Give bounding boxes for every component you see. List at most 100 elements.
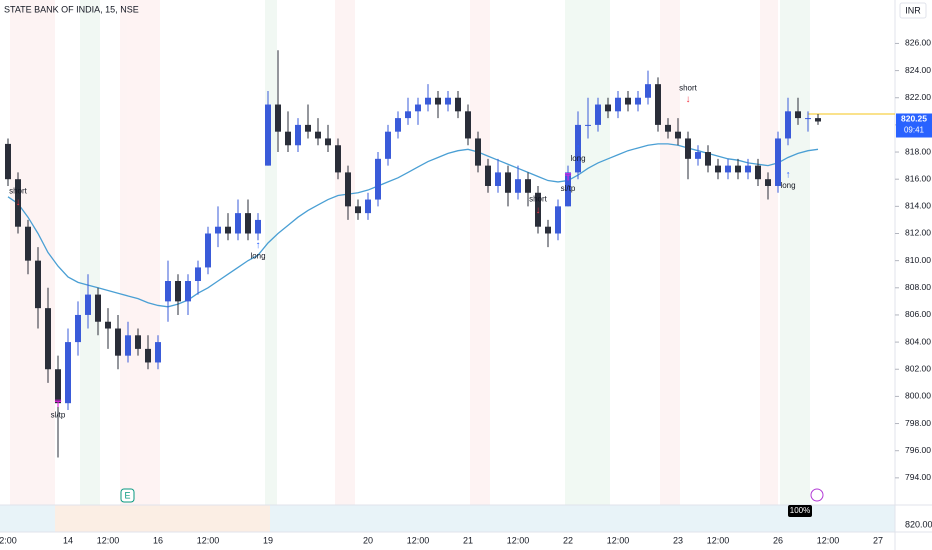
y-tick-label: 816.00 (905, 173, 931, 183)
y-tick-label: 806.00 (905, 309, 931, 319)
candle-body (195, 267, 201, 282)
candle-body (675, 131, 681, 139)
candle-body (385, 131, 391, 159)
event-icon[interactable] (810, 488, 824, 502)
lower-pane-label: 820.00 (905, 519, 932, 529)
candle-body (125, 335, 131, 356)
candle-body (215, 226, 221, 234)
candle-body (435, 97, 441, 105)
candle-body (235, 213, 241, 234)
chart-title: STATE BANK OF INDIA, 15, NSE (4, 4, 139, 14)
candle-body (205, 233, 211, 268)
candle-body (315, 131, 321, 139)
candle-body (445, 97, 451, 105)
moving-average (7, 143, 819, 308)
signal-label: short (679, 83, 698, 92)
candle-body (95, 294, 101, 322)
badge: 100% (790, 506, 810, 515)
candle-body (475, 138, 481, 166)
y-tick-label: 812.00 (905, 228, 931, 238)
x-tick-label: 23 (673, 535, 683, 545)
candle-body (585, 124, 591, 126)
candle-body (635, 97, 641, 105)
candle-body (525, 179, 531, 193)
candle-body (265, 104, 271, 166)
x-tick-label: 12:00 (407, 535, 430, 545)
signal-arrow: ₸ (55, 399, 62, 410)
candle-body (85, 294, 91, 315)
currency: INR (905, 5, 921, 15)
candle-body (35, 260, 41, 309)
candle-body (275, 104, 281, 132)
candle-body (655, 84, 661, 125)
candle-body (145, 348, 151, 363)
candle-body (345, 172, 351, 207)
x-tick-label: 26 (773, 535, 783, 545)
candle-body (455, 97, 461, 112)
candle-body (545, 226, 551, 234)
candle-body (705, 152, 711, 166)
candle-body (615, 97, 621, 112)
candle-body (415, 104, 421, 112)
candle-body (715, 165, 721, 173)
y-tick-label: 814.00 (905, 201, 931, 211)
candle-body (45, 308, 51, 370)
candle-body (535, 192, 541, 227)
candle-body (405, 111, 411, 119)
currency-box[interactable] (899, 2, 927, 19)
candle-body (305, 124, 311, 132)
candle-body (465, 111, 471, 139)
x-tick-label: 20 (363, 535, 373, 545)
y-tick-label: 796.00 (905, 445, 931, 455)
x-tick-label: 14 (63, 535, 73, 545)
signal-label: sl/tp (51, 411, 66, 420)
y-tick-label: 802.00 (905, 363, 931, 373)
candle-body (765, 179, 771, 186)
candle-body (775, 138, 781, 186)
signal-arrow: ↑ (576, 142, 581, 153)
candle-body (105, 321, 111, 329)
y-tick-label: 808.00 (905, 282, 931, 292)
candle-body (625, 97, 631, 105)
signal-arrow: ↓ (686, 94, 691, 105)
x-tick-label: 27 (873, 535, 883, 545)
y-tick-label: 818.00 (905, 146, 931, 156)
candle-body (395, 118, 401, 132)
candle-body (755, 165, 761, 180)
candle-body (785, 111, 791, 139)
candle-body (225, 226, 231, 234)
candle-body (795, 111, 801, 119)
candle-body (365, 199, 371, 214)
signal-label: short (529, 195, 548, 204)
y-tick-label: 826.00 (905, 38, 931, 48)
x-tick-label: 12:00 (507, 535, 530, 545)
signal-label: long (250, 252, 265, 261)
candle-body (175, 281, 181, 302)
last-price: 820.25 (901, 114, 927, 124)
signal-label: long (570, 154, 585, 163)
candle-body (495, 172, 501, 186)
candle-body (25, 226, 31, 261)
signal-label: long (780, 181, 795, 190)
y-tick-label: 824.00 (905, 65, 931, 75)
candle-body (425, 97, 431, 105)
candle-body (575, 124, 581, 173)
candle-body (5, 143, 11, 180)
badge-box (788, 505, 812, 517)
candle-body (695, 152, 701, 159)
signal-label: short (9, 187, 28, 196)
candle-body (515, 179, 521, 193)
signal-arrow: ↓ (536, 205, 541, 216)
x-tick-label: 22 (563, 535, 573, 545)
x-tick-label: 12:00 (607, 535, 630, 545)
x-tick-label: 12:00 (707, 535, 730, 545)
candle-body (485, 165, 491, 186)
y-tick-label: 794.00 (905, 472, 931, 482)
earnings-icon[interactable] (120, 488, 135, 503)
candle-body (665, 124, 671, 132)
candle-body (605, 104, 611, 112)
candle-body (555, 206, 561, 234)
candle-body (645, 84, 651, 98)
candle-body (505, 172, 511, 193)
candle-body (75, 314, 81, 343)
